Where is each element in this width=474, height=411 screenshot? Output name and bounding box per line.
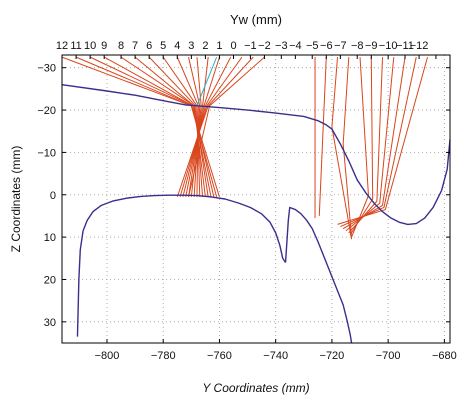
top-tick-label: −9 bbox=[365, 40, 378, 52]
y-tick-label: 20 bbox=[44, 274, 56, 286]
y-tick-label: 10 bbox=[44, 232, 56, 244]
top-tick-label: −2 bbox=[258, 40, 271, 52]
x-tick-label: −680 bbox=[432, 350, 457, 362]
y-tick-label: −20 bbox=[37, 105, 56, 117]
accent-ray-line bbox=[196, 56, 218, 107]
y-tick-label: 30 bbox=[44, 317, 56, 329]
top-tick-label: 9 bbox=[101, 40, 107, 52]
ray-line bbox=[179, 56, 243, 198]
top-tick-label: −7 bbox=[334, 40, 347, 52]
top-tick-label: −8 bbox=[351, 40, 364, 52]
profiles bbox=[61, 83, 451, 344]
top-tick-label: 8 bbox=[118, 40, 124, 52]
top-tick-label: 2 bbox=[202, 40, 208, 52]
ray-line bbox=[342, 57, 353, 238]
grid bbox=[62, 55, 450, 343]
y-tick-label: −10 bbox=[37, 147, 56, 159]
ray-line bbox=[331, 57, 353, 240]
ray-line bbox=[188, 56, 265, 197]
profile-line-lower-profile-right bbox=[284, 206, 353, 344]
top-tick-label: 10 bbox=[84, 40, 96, 52]
top-tick-label: 1 bbox=[216, 40, 222, 52]
top-tick-label: −6 bbox=[320, 40, 333, 52]
top-tick-label: 5 bbox=[160, 40, 166, 52]
profile-line-upper-profile bbox=[61, 83, 451, 226]
plot-frame bbox=[61, 54, 451, 344]
x-tick-label: −700 bbox=[376, 350, 401, 362]
top-tick-label: 7 bbox=[132, 40, 138, 52]
top-tick-label: −4 bbox=[289, 40, 302, 52]
x-axis-label: Y Coordinates (mm) bbox=[202, 381, 309, 395]
top-axis-label: Yw (mm) bbox=[230, 12, 282, 27]
top-tick-label: −5 bbox=[306, 40, 319, 52]
top-tick-label: −1 bbox=[244, 40, 257, 52]
profile-line-lower-profile-left bbox=[76, 194, 287, 337]
ray-line bbox=[342, 57, 406, 230]
top-tick-label: 6 bbox=[146, 40, 152, 52]
top-tick-label: −12 bbox=[410, 40, 429, 52]
top-tick-label: 12 bbox=[56, 40, 68, 52]
top-tick-label: −11 bbox=[396, 40, 414, 52]
top-tick-label: 3 bbox=[188, 40, 194, 52]
top-tick-label: −10 bbox=[379, 40, 398, 52]
y-axis-ticks: −30 −20 −10 0 10 20 30 bbox=[37, 63, 450, 329]
y-axis-label: Z Coordinates (mm) bbox=[9, 146, 23, 253]
top-tick-label: 4 bbox=[174, 40, 180, 52]
ray-line bbox=[176, 56, 254, 198]
x-tick-label: −760 bbox=[207, 350, 232, 362]
top-tick-label: −3 bbox=[275, 40, 288, 52]
top-axis-ticks: 12 11 10 9 8 7 6 5 4 3 2 1 0 −1 −2 −3 −4 −5 −6 −7 −8 −9 −10−11… bbox=[56, 40, 451, 59]
top-tick-label: 0 bbox=[230, 40, 236, 52]
x-tick-label: −740 bbox=[263, 350, 288, 362]
ray-line bbox=[345, 57, 395, 232]
x-tick-label: −780 bbox=[151, 350, 176, 362]
top-tick-label: 11 bbox=[70, 40, 81, 52]
ray-line bbox=[340, 57, 417, 227]
ray-line bbox=[348, 57, 384, 234]
x-tick-label: −800 bbox=[95, 350, 120, 362]
x-tick-label: −720 bbox=[320, 350, 345, 362]
y-tick-label: −30 bbox=[37, 63, 56, 75]
ray-line bbox=[318, 57, 327, 216]
y-tick-label: 0 bbox=[50, 190, 56, 202]
ray-line bbox=[337, 56, 428, 225]
x-axis-ticks: −800 −780 −760 −740 −720 −700 −680 bbox=[95, 339, 457, 362]
